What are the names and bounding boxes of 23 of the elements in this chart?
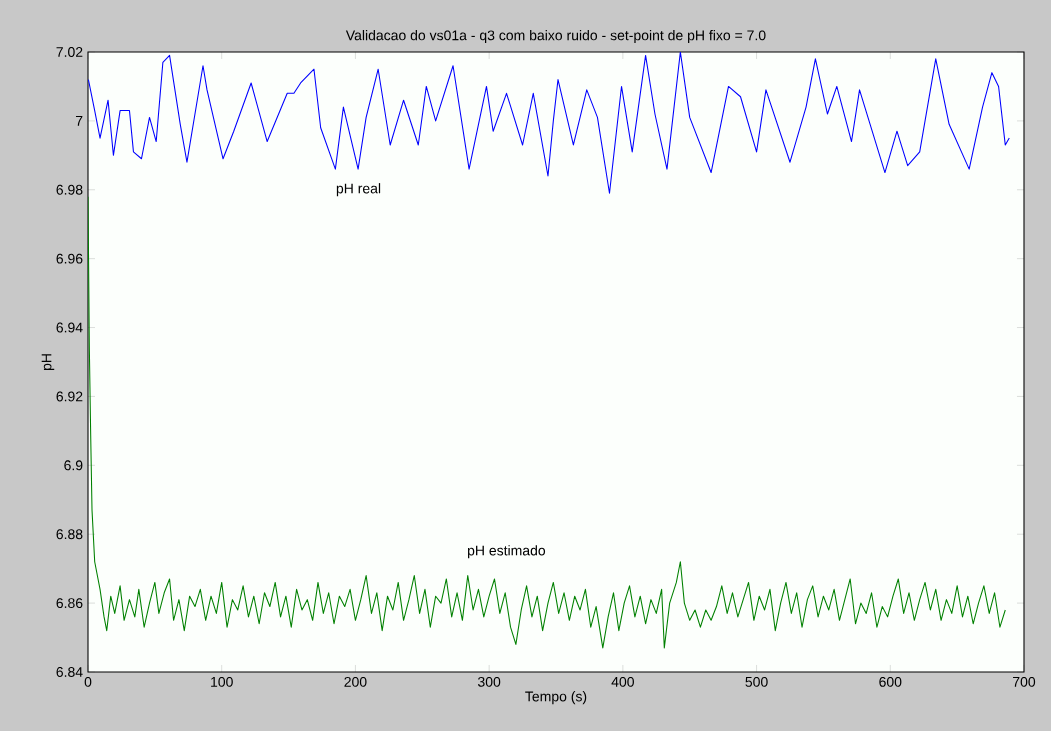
x-tick-label: 600 bbox=[879, 676, 902, 687]
x-tick-label: 100 bbox=[211, 676, 233, 687]
y-tick-label: 6.84 bbox=[56, 667, 83, 677]
y-tick-label: 7 bbox=[76, 116, 83, 126]
y-tick-label: 6.92 bbox=[56, 391, 83, 402]
x-tick-label: 500 bbox=[745, 676, 768, 687]
x-axis-title: Tempo (s) bbox=[525, 691, 587, 705]
y-axis-title: pH bbox=[41, 354, 55, 371]
x-tick-label: 200 bbox=[344, 676, 367, 687]
x-tick-label: 700 bbox=[1013, 676, 1036, 687]
y-tick-label: 6.88 bbox=[56, 529, 83, 540]
y-tick-label: 6.9 bbox=[64, 460, 83, 471]
x-tick-label: 300 bbox=[477, 676, 501, 687]
series-label: pH estimado bbox=[468, 545, 546, 559]
y-tick-label: 6.98 bbox=[56, 184, 83, 195]
y-tick-label: 7.02 bbox=[56, 47, 83, 57]
chart-title: Validacao do vs01a - q3 com baixo ruido - set-point de pH fixo = 7.0 bbox=[345, 30, 766, 44]
y-tick-label: 6.94 bbox=[56, 322, 83, 333]
y-tick-label: 6.86 bbox=[56, 598, 83, 609]
series-label: pH real bbox=[336, 183, 381, 197]
x-tick-label: 400 bbox=[611, 676, 634, 687]
x-tick-label: 0 bbox=[84, 676, 92, 687]
y-tick-label: 6.96 bbox=[56, 253, 83, 264]
